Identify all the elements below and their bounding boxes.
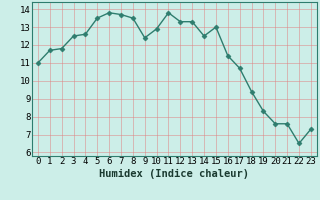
- X-axis label: Humidex (Indice chaleur): Humidex (Indice chaleur): [100, 169, 249, 179]
